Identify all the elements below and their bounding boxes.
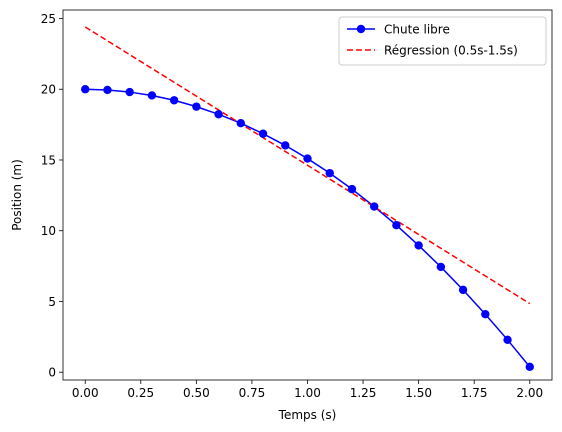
x-axis-label: Temps (s) bbox=[278, 408, 337, 422]
x-tick-label: 0.50 bbox=[183, 386, 210, 400]
data-point bbox=[214, 110, 223, 119]
data-point bbox=[369, 202, 379, 211]
data-point bbox=[192, 102, 201, 111]
y-tick-label: 25 bbox=[41, 12, 56, 26]
legend-marker-chute-libre bbox=[356, 24, 366, 34]
data-point bbox=[503, 335, 512, 345]
data-point bbox=[81, 85, 90, 94]
data-point bbox=[525, 362, 534, 372]
y-axis-label: Position (m) bbox=[10, 159, 24, 231]
data-point bbox=[258, 129, 268, 138]
x-tick-label: 2.00 bbox=[516, 386, 543, 400]
legend: Chute libre Régression (0.5s-1.5s) bbox=[338, 16, 547, 66]
data-point bbox=[347, 184, 357, 194]
data-point bbox=[169, 96, 179, 105]
data-point bbox=[481, 310, 490, 319]
y-tick-label: 0 bbox=[48, 366, 56, 380]
data-point bbox=[392, 221, 401, 230]
data-point bbox=[125, 87, 134, 97]
data-point bbox=[281, 141, 290, 150]
plot-area bbox=[81, 26, 534, 372]
data-point bbox=[325, 168, 334, 178]
legend-box bbox=[338, 16, 547, 66]
x-tick-label: 1.75 bbox=[461, 386, 488, 400]
x-tick-label: 0.75 bbox=[239, 386, 266, 400]
data-point bbox=[236, 118, 246, 128]
y-tick-label: 15 bbox=[41, 153, 56, 167]
x-tick-label: 1.00 bbox=[294, 386, 321, 400]
y-tick-label: 10 bbox=[41, 224, 56, 238]
x-tick-label: 1.25 bbox=[350, 386, 377, 400]
legend-label-chute-libre: Chute libre bbox=[384, 23, 450, 37]
x-tick-label: 0.00 bbox=[72, 386, 99, 400]
y-tick-label: 5 bbox=[48, 295, 56, 309]
series-line-regression bbox=[84, 26, 531, 305]
x-tick-label: 1.50 bbox=[405, 386, 432, 400]
y-tick-label: 20 bbox=[41, 83, 56, 97]
data-point bbox=[436, 262, 446, 272]
legend-label-regression: Régression (0.5s-1.5s) bbox=[384, 44, 518, 58]
x-tick-label: 0.25 bbox=[127, 386, 154, 400]
data-point bbox=[303, 154, 312, 163]
data-point bbox=[458, 285, 468, 295]
data-point bbox=[103, 85, 112, 95]
y-axis: 0 5 10 15 20 25 bbox=[41, 12, 63, 380]
data-point bbox=[414, 241, 423, 250]
x-axis: 0.00 0.25 0.50 0.75 1.00 1.25 1.50 1.75 2.00 bbox=[72, 380, 543, 400]
data-point bbox=[147, 91, 157, 100]
series-line-chute-libre bbox=[85, 88, 531, 368]
